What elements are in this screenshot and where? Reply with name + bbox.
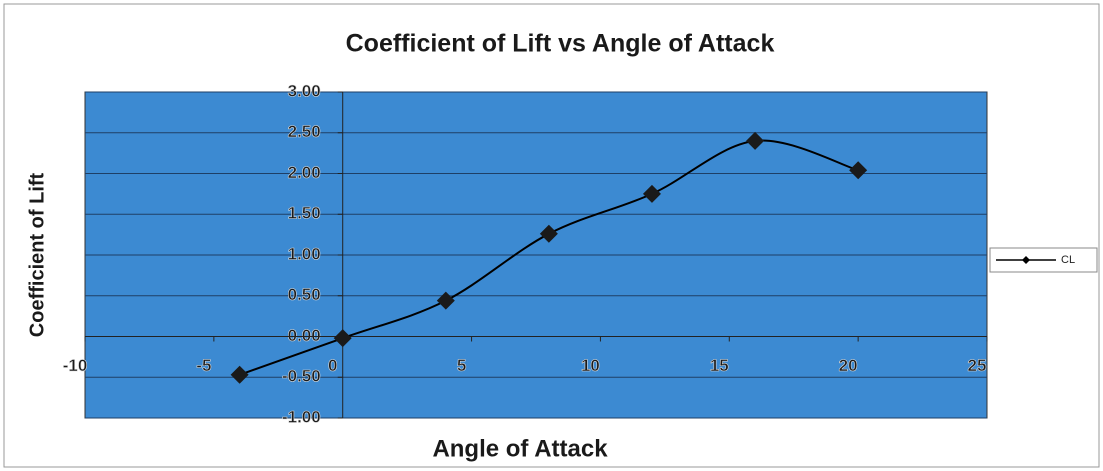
x-tick-label: -5 — [196, 356, 211, 375]
y-tick-label: 0.50 — [288, 285, 321, 304]
chart-title: Coefficient of Lift vs Angle of Attack — [346, 30, 775, 58]
x-tick-label: 25 — [968, 356, 987, 375]
x-tick-label: 5 — [457, 356, 466, 375]
x-tick-label: 0 — [328, 356, 337, 375]
y-tick-label: 0.00 — [288, 326, 321, 345]
y-tick-label: 1.00 — [288, 244, 321, 263]
data-point — [436, 291, 455, 310]
x-tick-label: 15 — [710, 356, 729, 375]
data-point — [230, 365, 249, 384]
data-point — [642, 184, 661, 203]
y-tick-label: 2.00 — [288, 163, 321, 182]
y-tick-label: 1.50 — [288, 204, 321, 223]
data-point — [333, 329, 352, 348]
y-axis-label: Coefficient of Lift — [26, 172, 48, 337]
x-axis-label: Angle of Attack — [432, 435, 608, 462]
y-tick-label: -1.00 — [282, 407, 321, 426]
data-point — [849, 161, 868, 180]
x-tick-label: -10 — [63, 356, 88, 375]
data-point — [539, 224, 558, 243]
legend-label: CL — [1061, 254, 1075, 266]
y-tick-label: -0.50 — [282, 367, 321, 386]
x-tick-label: 10 — [581, 356, 600, 375]
y-tick-label: 3.00 — [288, 81, 321, 100]
legend-marker — [1022, 256, 1030, 264]
data-point — [746, 131, 765, 150]
x-tick-label: 20 — [839, 356, 858, 375]
y-tick-label: 2.50 — [288, 122, 321, 141]
